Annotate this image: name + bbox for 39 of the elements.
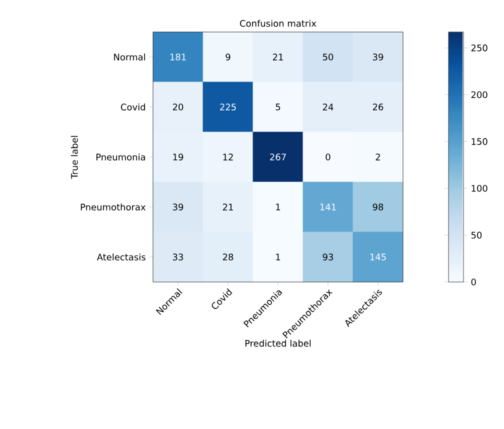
data-label: 145 (370, 254, 386, 260)
data-label: 2 (376, 154, 380, 160)
color-bar-label: 250 (471, 44, 488, 52)
data-label: 33 (172, 254, 183, 260)
data-label: 267 (270, 154, 286, 160)
data-label: 39 (172, 204, 184, 210)
data-label: 28 (222, 254, 234, 260)
color-bar-label: 150 (472, 138, 488, 145)
data-label: 98 (372, 204, 384, 210)
color-bar-label: 100 (472, 184, 488, 192)
data-label: 141 (320, 204, 336, 210)
color-bar-label: 0 (471, 278, 476, 286)
data-label: 50 (322, 54, 334, 60)
y-axis-title: True label (70, 136, 78, 179)
data-label: 9 (226, 54, 230, 60)
data-label: 19 (173, 154, 184, 160)
data-label: 21 (272, 54, 283, 60)
data-label: 39 (372, 54, 384, 60)
data-label: 1 (276, 254, 280, 260)
data-label: 181 (170, 54, 186, 60)
y-tick-label: Pneumonia (96, 154, 145, 160)
y-tick-label: Atelectasis (96, 254, 146, 260)
data-label: 21 (222, 204, 233, 210)
color-bar-label: 200 (471, 91, 488, 98)
data-label: 225 (220, 104, 236, 110)
color-bar-label: 50 (471, 232, 482, 239)
data-label: 20 (172, 104, 184, 110)
chart-title: Confusion matrix (240, 20, 316, 27)
data-label: 0 (326, 154, 330, 160)
data-label: 24 (322, 104, 334, 110)
y-tick-label: Normal (114, 54, 145, 60)
data-label: 5 (276, 104, 280, 110)
x-axis-title: Predicted label (245, 340, 311, 347)
y-tick-label: Covid (120, 104, 145, 110)
data-label: 1 (276, 204, 280, 210)
data-label: 12 (223, 154, 233, 160)
data-label: 26 (372, 104, 384, 110)
data-label: 93 (322, 254, 334, 260)
y-tick-label: Pneumothorax (80, 204, 146, 210)
